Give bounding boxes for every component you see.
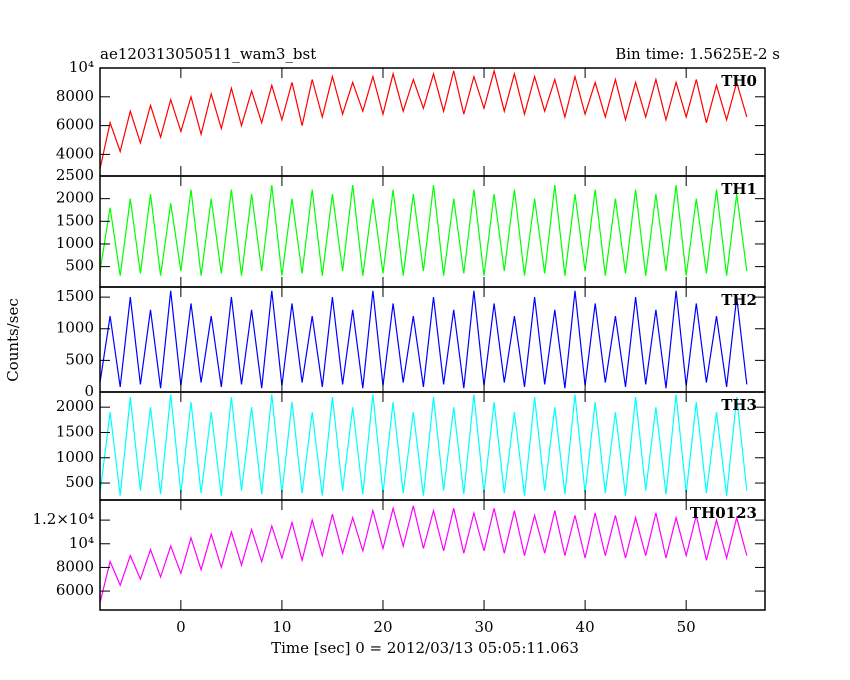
y-tick-label: 4000 [56,144,94,162]
y-tick-label: 500 [65,257,94,275]
y-tick-label: 1000 [56,234,94,252]
y-tick-label: 2000 [56,189,94,207]
chart-subtitle: Bin time: 1.5625E-2 s [615,45,780,63]
x-tick-label: 50 [677,618,696,636]
y-tick-label: 2000 [56,397,94,415]
panel-label: TH3 [721,396,757,414]
y-tick-label: 1500 [56,422,94,440]
chart-title: ae120313050511_wam3_bst [100,45,316,63]
y-tick-label: 500 [65,473,94,491]
y-tick-label: 10⁴ [69,534,94,552]
light-curve [100,505,748,604]
panel-label: TH0123 [690,504,757,522]
y-tick-label: 500 [65,350,94,368]
x-tick-label: 40 [576,618,595,636]
x-axis-label: Time [sec] 0 = 2012/03/13 05:05:11.063 [271,639,579,657]
y-tick-label: 6000 [56,116,94,134]
light-curve [100,68,748,169]
panel-frame [99,67,766,177]
panel-label: TH0 [721,72,757,90]
y-axis-label: Counts/sec [4,298,22,382]
light-curve [100,185,748,276]
y-tick-label: 10⁴ [69,58,94,76]
light-curve [100,394,748,496]
y-tick-label: 1000 [56,319,94,337]
y-tick-label: 6000 [56,581,94,599]
y-tick-label: 2500 [56,166,94,184]
y-tick-label: 1500 [56,287,94,305]
x-tick-label: 30 [474,618,493,636]
y-tick-label: 1500 [56,211,94,229]
x-tick-label: 0 [176,618,186,636]
y-tick-label: 8000 [56,557,94,575]
light-curve [100,290,748,389]
x-tick-label: 20 [373,618,392,636]
panel-label: TH2 [721,291,757,309]
panel-frame [99,499,766,611]
panel-label: TH1 [721,180,757,198]
y-tick-label: 1.2×10⁴ [32,510,94,528]
x-tick-label: 10 [272,618,291,636]
y-tick-label: 1000 [56,448,94,466]
y-tick-label: 0 [84,382,94,400]
y-tick-label: 8000 [56,87,94,105]
